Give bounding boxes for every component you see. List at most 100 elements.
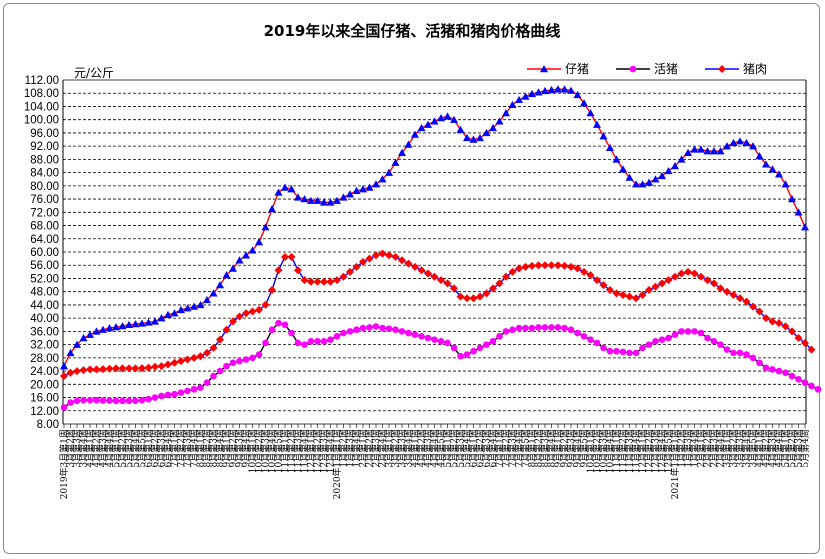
data-point bbox=[768, 165, 777, 173]
x-tick-label: 2月第4周 bbox=[377, 429, 389, 467]
data-point bbox=[281, 183, 289, 191]
x-tick-label: 1月第2周 bbox=[676, 429, 688, 467]
data-point bbox=[209, 343, 218, 352]
x-tick-label: 5月第2周 bbox=[117, 429, 129, 467]
data-point bbox=[723, 346, 731, 353]
data-point bbox=[210, 372, 217, 380]
data-point bbox=[235, 256, 244, 264]
x-tick-label: 2月第4周 bbox=[715, 429, 727, 467]
x-tick-label: 4月第3周 bbox=[767, 429, 779, 467]
data-point bbox=[483, 341, 490, 348]
x-tick-label: 3月第3周 bbox=[734, 429, 746, 467]
data-point bbox=[762, 364, 770, 372]
data-point bbox=[509, 326, 516, 334]
x-tick-label: 11月第1周 bbox=[611, 429, 623, 473]
data-point bbox=[431, 336, 438, 343]
data-point bbox=[593, 276, 601, 285]
data-point bbox=[216, 367, 224, 375]
x-tick-label: 7月第2周 bbox=[500, 429, 512, 467]
data-point bbox=[418, 333, 425, 340]
x-tick-label: 10月第4周 bbox=[604, 429, 616, 473]
data-point bbox=[515, 324, 523, 332]
data-point bbox=[677, 269, 686, 278]
data-point bbox=[457, 352, 464, 360]
data-point bbox=[352, 186, 361, 195]
data-point bbox=[151, 394, 159, 401]
data-point bbox=[684, 148, 692, 156]
x-tick-label: 4月第2周 bbox=[91, 429, 103, 467]
data-point bbox=[677, 155, 686, 163]
data-point bbox=[359, 257, 367, 266]
y-tick-label: 80.00 bbox=[30, 181, 59, 193]
series-line bbox=[63, 88, 806, 367]
x-tick-label: 5月第1周 bbox=[110, 429, 122, 467]
x-tick-label: 12月第2周 bbox=[643, 429, 655, 473]
data-point bbox=[742, 138, 751, 147]
x-tick-label: 10月第1周 bbox=[585, 429, 597, 473]
data-point bbox=[320, 338, 328, 345]
x-tick-label: 11月第4周 bbox=[630, 429, 642, 473]
data-point bbox=[443, 112, 452, 120]
data-point bbox=[742, 297, 751, 306]
data-point bbox=[736, 294, 744, 303]
x-tick-label: 1月第3周 bbox=[682, 429, 694, 467]
data-point bbox=[183, 304, 192, 312]
x-tick-label: 6月第4周 bbox=[487, 429, 499, 467]
data-point bbox=[184, 387, 191, 395]
data-point bbox=[398, 148, 406, 156]
data-point bbox=[105, 364, 114, 373]
y-tick-label: 112.00 bbox=[25, 75, 59, 87]
x-tick-label: 8月第4周 bbox=[546, 429, 558, 467]
data-point bbox=[508, 100, 517, 109]
x-tick-label: 4月第5周 bbox=[435, 429, 447, 467]
data-point bbox=[378, 175, 387, 183]
data-point bbox=[469, 294, 478, 303]
data-point bbox=[729, 138, 738, 147]
data-point bbox=[320, 198, 328, 206]
data-point bbox=[145, 395, 152, 403]
x-tick-label: 9月第4周 bbox=[240, 429, 252, 467]
data-point bbox=[476, 133, 484, 142]
x-tick-label: 11月第2周 bbox=[286, 429, 298, 473]
data-point bbox=[138, 364, 146, 373]
y-axis: 8.0012.0016.0020.0024.0028.0032.0036.004… bbox=[24, 75, 807, 431]
data-point bbox=[132, 397, 139, 405]
data-point bbox=[775, 170, 783, 178]
data-point bbox=[729, 291, 738, 299]
data-point bbox=[567, 262, 575, 271]
data-point bbox=[502, 272, 510, 281]
data-point bbox=[652, 338, 659, 345]
series-piglet bbox=[60, 85, 809, 370]
x-tick-label: 2月第3周 bbox=[370, 429, 382, 467]
data-point bbox=[118, 364, 127, 373]
y-tick-label: 20.00 bbox=[30, 379, 59, 391]
x-tick-label: 7月第4周 bbox=[188, 429, 200, 467]
x-tick-label: 9月第3周 bbox=[234, 429, 246, 467]
data-point bbox=[450, 284, 458, 293]
data-point bbox=[248, 307, 257, 316]
x-tick-label: 1月第3周 bbox=[344, 429, 356, 467]
x-tick-label: 4月第4周 bbox=[429, 429, 441, 467]
data-point bbox=[671, 162, 679, 170]
data-point bbox=[307, 338, 315, 345]
x-tick-label: 7月第3周 bbox=[507, 429, 519, 467]
x-tick-label: 1月第4周 bbox=[689, 429, 701, 467]
data-point bbox=[222, 271, 231, 279]
data-point bbox=[775, 367, 783, 375]
y-tick-label: 96.00 bbox=[30, 128, 59, 140]
data-point bbox=[125, 397, 133, 405]
data-point bbox=[619, 291, 627, 299]
data-point bbox=[671, 331, 679, 338]
data-point bbox=[476, 292, 484, 301]
data-point bbox=[535, 324, 542, 331]
data-point bbox=[508, 267, 517, 276]
x-tick-label: 5月第3周 bbox=[123, 429, 135, 467]
x-tick-label: 6月第3周 bbox=[156, 429, 168, 467]
data-point bbox=[177, 305, 185, 314]
data-point bbox=[255, 238, 263, 246]
data-point bbox=[801, 223, 809, 231]
x-tick-label: 5月第4周 bbox=[130, 429, 142, 467]
x-tick-label: 9月第1周 bbox=[552, 429, 564, 467]
data-point bbox=[502, 109, 510, 117]
data-point bbox=[574, 329, 581, 337]
